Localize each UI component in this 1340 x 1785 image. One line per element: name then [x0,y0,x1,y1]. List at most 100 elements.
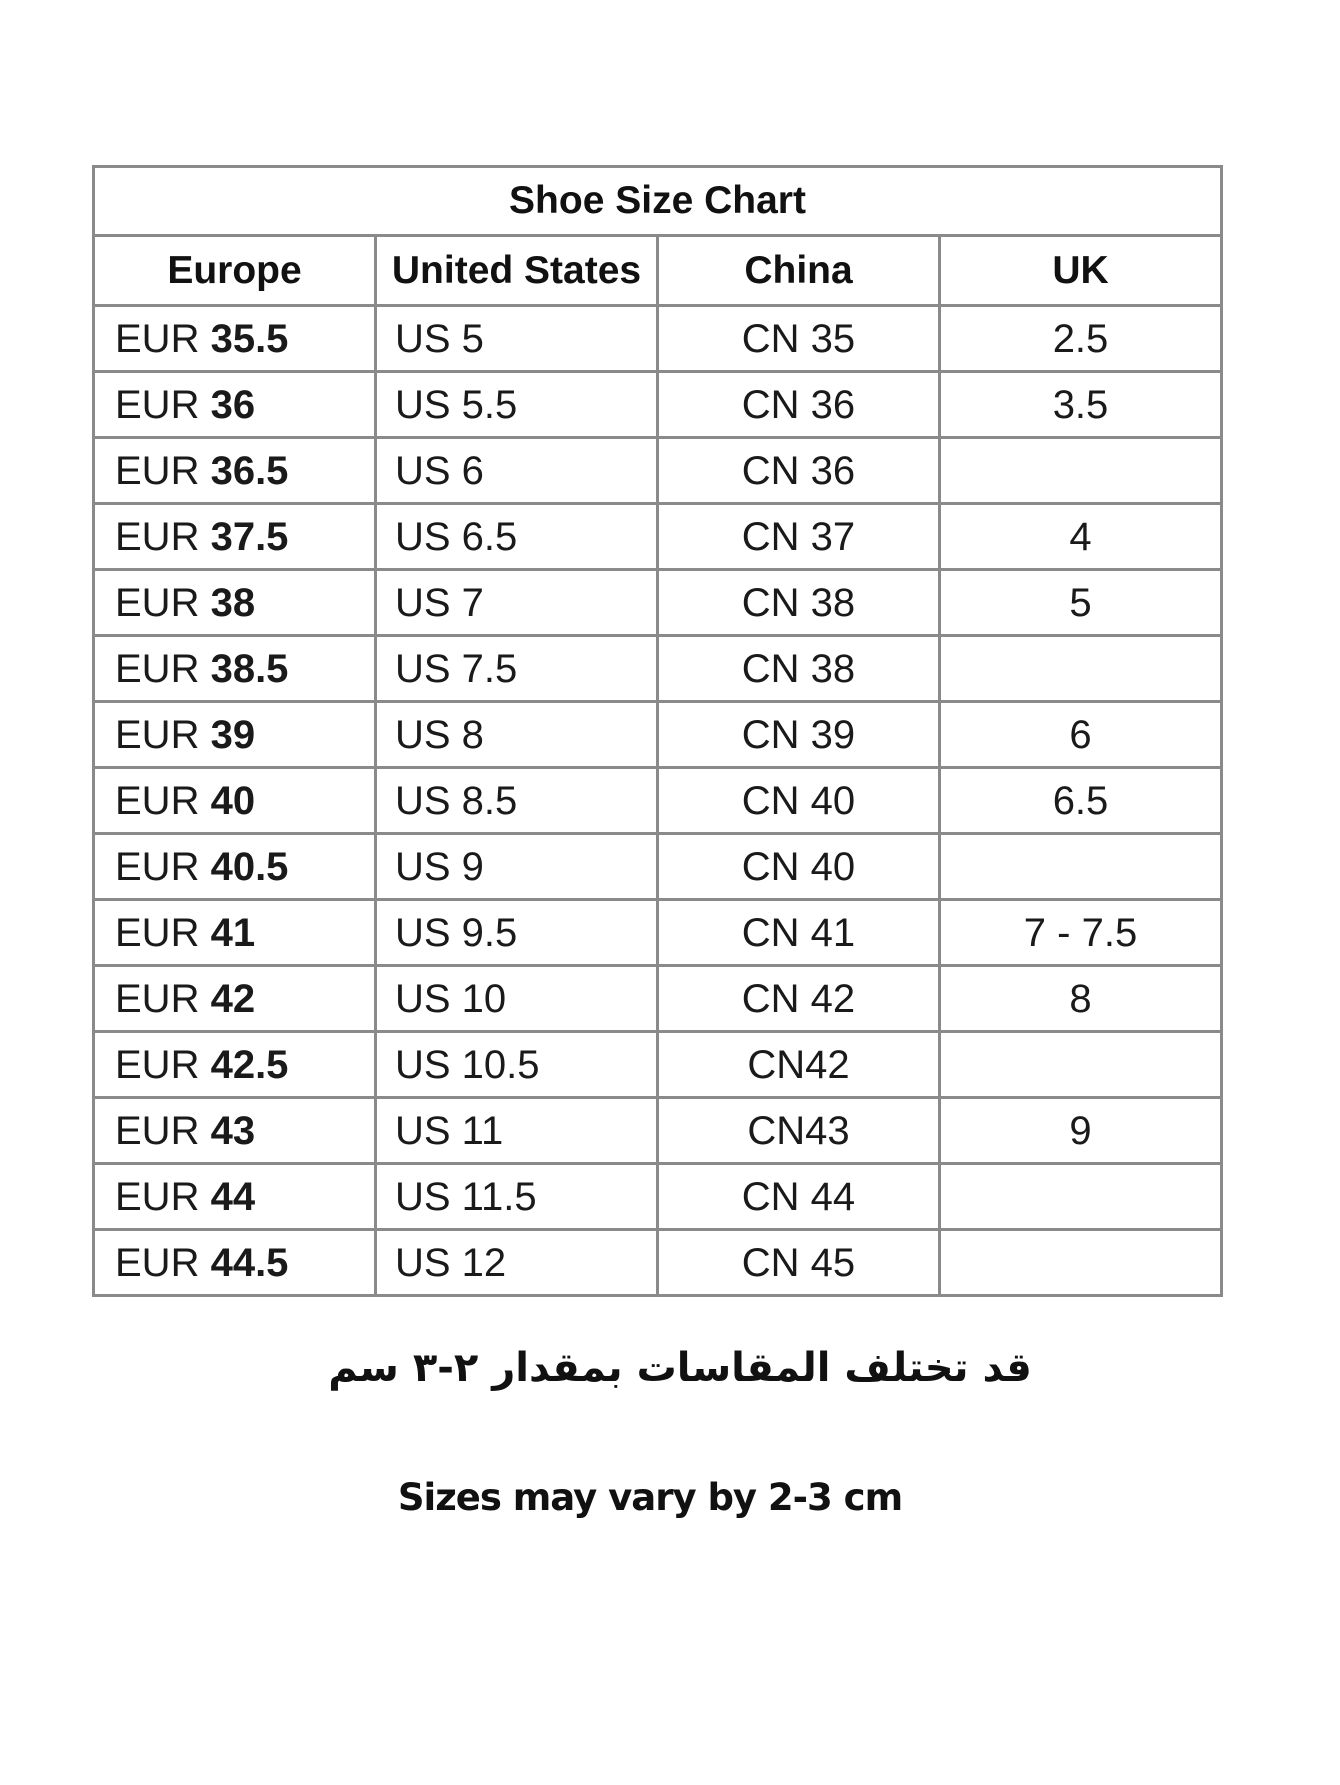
cell-us: US 6 [374,436,659,505]
header-china: China [656,234,941,307]
cell-china: CN 36 [656,370,941,439]
cell-uk: 2.5 [938,304,1223,373]
eu-prefix: EUR [115,1042,200,1087]
cell-europe: EUR 38.5 [92,634,377,703]
cell-china: CN 39 [656,700,941,769]
cell-europe: EUR 35.5 [92,304,377,373]
eu-prefix: EUR [115,778,200,823]
cell-europe: EUR 42 [92,964,377,1033]
cell-us: US 12 [374,1228,659,1297]
eu-size: 42.5 [210,1042,289,1087]
table-row: EUR 40 US 8.5 CN 40 6.5 [92,766,1223,835]
header-europe: Europe [92,234,377,307]
cell-us: US 7.5 [374,634,659,703]
cell-europe: EUR 44.5 [92,1228,377,1297]
eu-prefix: EUR [115,448,200,493]
cell-china: CN 40 [656,766,941,835]
eu-prefix: EUR [115,382,200,427]
cell-uk: 5 [938,568,1223,637]
table-row: EUR 40.5 US 9 CN 40 [92,832,1223,901]
cell-europe: EUR 36 [92,370,377,439]
title-row: Shoe Size Chart [92,165,1223,237]
eu-size: 40 [210,778,256,823]
eu-size: 38 [210,580,256,625]
header-row: Europe United States China UK [92,234,1223,307]
eu-size: 44.5 [210,1240,289,1285]
table-row: EUR 36 US 5.5 CN 36 3.5 [92,370,1223,439]
cell-china: CN 44 [656,1162,941,1231]
table-title: Shoe Size Chart [92,165,1223,237]
header-united-states: United States [374,234,659,307]
eu-prefix: EUR [115,712,200,757]
cell-europe: EUR 44 [92,1162,377,1231]
cell-china: CN 42 [656,964,941,1033]
cell-china: CN 45 [656,1228,941,1297]
eu-prefix: EUR [115,976,200,1021]
cell-europe: EUR 38 [92,568,377,637]
cell-europe: EUR 37.5 [92,502,377,571]
cell-uk: 9 [938,1096,1223,1165]
eu-size: 40.5 [210,844,289,889]
cell-china: CN 41 [656,898,941,967]
shoe-size-table: Shoe Size Chart Europe United States Chi… [92,165,1223,1297]
cell-china: CN42 [656,1030,941,1099]
cell-china: CN 37 [656,502,941,571]
cell-china: CN43 [656,1096,941,1165]
cell-europe: EUR 43 [92,1096,377,1165]
table-row: EUR 43 US 11 CN43 9 [92,1096,1223,1165]
cell-china: CN 40 [656,832,941,901]
cell-europe: EUR 41 [92,898,377,967]
cell-uk [938,436,1223,505]
cell-uk: 6 [938,700,1223,769]
cell-uk [938,1228,1223,1297]
table-row: EUR 38.5 US 7.5 CN 38 [92,634,1223,703]
cell-china: CN 35 [656,304,941,373]
cell-us: US 11 [374,1096,659,1165]
eu-size: 36.5 [210,448,289,493]
table-row: EUR 39 US 8 CN 39 6 [92,700,1223,769]
cell-uk: 8 [938,964,1223,1033]
eu-size: 38.5 [210,646,289,691]
cell-uk [938,634,1223,703]
eu-prefix: EUR [115,316,200,361]
cell-europe: EUR 40 [92,766,377,835]
eu-prefix: EUR [115,580,200,625]
cell-us: US 11.5 [374,1162,659,1231]
eu-prefix: EUR [115,1108,200,1153]
cell-us: US 10.5 [374,1030,659,1099]
header-uk: UK [938,234,1223,307]
eu-size: 37.5 [210,514,289,559]
cell-uk: 6.5 [938,766,1223,835]
eu-size: 39 [210,712,256,757]
eu-size: 43 [210,1108,256,1153]
cell-us: US 8.5 [374,766,659,835]
eu-prefix: EUR [115,844,200,889]
eu-prefix: EUR [115,1174,200,1219]
eu-prefix: EUR [115,646,200,691]
cell-us: US 5.5 [374,370,659,439]
arabic-note: قد تختلف المقاسات بمقدار ٢-٣ سم [328,1345,1032,1391]
cell-uk: 3.5 [938,370,1223,439]
table-row: EUR 36.5 US 6 CN 36 [92,436,1223,505]
table-row: EUR 38 US 7 CN 38 5 [92,568,1223,637]
cell-us: US 5 [374,304,659,373]
cell-europe: EUR 42.5 [92,1030,377,1099]
table-row: EUR 35.5 US 5 CN 35 2.5 [92,304,1223,373]
table-row: EUR 42 US 10 CN 42 8 [92,964,1223,1033]
cell-uk: 7 - 7.5 [938,898,1223,967]
eu-size: 44 [210,1174,256,1219]
eu-size: 35.5 [210,316,289,361]
cell-us: US 9.5 [374,898,659,967]
cell-europe: EUR 39 [92,700,377,769]
eu-prefix: EUR [115,1240,200,1285]
cell-china: CN 36 [656,436,941,505]
table-row: EUR 44 US 11.5 CN 44 [92,1162,1223,1231]
table-row: EUR 37.5 US 6.5 CN 37 4 [92,502,1223,571]
table-row: EUR 41 US 9.5 CN 41 7 - 7.5 [92,898,1223,967]
english-note: Sizes may vary by 2-3 cm [397,1476,903,1519]
cell-us: US 10 [374,964,659,1033]
cell-europe: EUR 36.5 [92,436,377,505]
cell-europe: EUR 40.5 [92,832,377,901]
table-row: EUR 42.5 US 10.5 CN42 [92,1030,1223,1099]
cell-us: US 7 [374,568,659,637]
